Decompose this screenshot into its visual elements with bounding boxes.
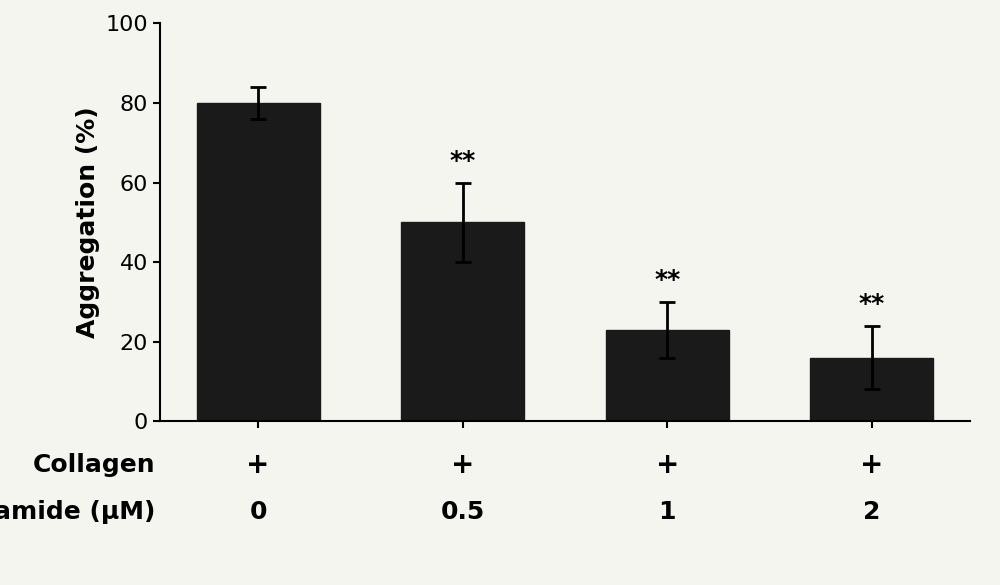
Text: 2: 2 <box>863 500 881 524</box>
Bar <box>810 357 933 421</box>
Text: +: + <box>451 451 474 479</box>
Text: +: + <box>656 451 679 479</box>
Text: 0: 0 <box>249 500 267 524</box>
Text: +: + <box>246 451 270 479</box>
Text: 0.5: 0.5 <box>441 500 485 524</box>
Bar <box>401 222 524 421</box>
Y-axis label: Aggregation (%): Aggregation (%) <box>76 106 100 338</box>
Text: 1: 1 <box>659 500 676 524</box>
Bar <box>606 330 729 421</box>
Bar <box>197 103 320 421</box>
Text: **: ** <box>859 292 885 316</box>
Text: **: ** <box>450 149 476 173</box>
Text: Collagen: Collagen <box>32 453 155 477</box>
Text: +: + <box>860 451 884 479</box>
Text: Niclosamide (μM): Niclosamide (μM) <box>0 500 155 524</box>
Text: **: ** <box>654 268 680 292</box>
